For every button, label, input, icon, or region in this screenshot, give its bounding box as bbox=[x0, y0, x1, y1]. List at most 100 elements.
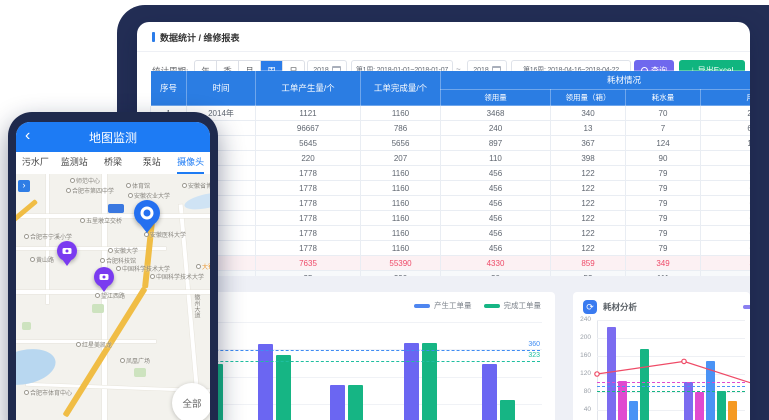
total-row: 合计763555390433085934933 bbox=[150, 255, 750, 271]
cell: 1160 bbox=[360, 180, 441, 196]
legend-swatch bbox=[483, 303, 500, 308]
back-icon[interactable]: ‹ bbox=[25, 127, 31, 144]
cell: 456 bbox=[440, 225, 551, 241]
cell: 897 bbox=[440, 135, 551, 151]
legend-item: 完成工单量 bbox=[483, 300, 541, 311]
map-road bbox=[16, 247, 166, 250]
cell: 110 bbox=[440, 150, 551, 166]
phone-header: ‹ 地图监测 bbox=[16, 122, 210, 152]
cell: 79 bbox=[625, 240, 701, 256]
cell: 13 bbox=[550, 120, 626, 136]
col-subheader: 领用量（箱） bbox=[550, 89, 626, 106]
col-subheader: 耗水量 bbox=[625, 89, 701, 106]
phone-tab-摄像头[interactable]: 摄像头 bbox=[171, 152, 210, 174]
reference-label: 323 bbox=[528, 352, 540, 360]
table-row: 177811604561227967 bbox=[150, 210, 750, 226]
map-pin-camera[interactable] bbox=[94, 267, 114, 287]
cell: 79 bbox=[625, 210, 701, 226]
map-label: 安徽省博物馆 bbox=[182, 181, 210, 190]
cell: 367 bbox=[550, 135, 626, 151]
phone-tab-桥梁[interactable]: 桥梁 bbox=[103, 157, 122, 167]
cell: 1160 bbox=[360, 195, 441, 211]
bar bbox=[482, 364, 497, 420]
cell: 33 bbox=[699, 255, 750, 271]
cell: 456 bbox=[440, 240, 551, 256]
phone-tab-泵站[interactable]: 泵站 bbox=[142, 157, 161, 167]
cell: 1778 bbox=[255, 180, 361, 196]
range-separator: ~ bbox=[456, 65, 461, 74]
cell: 1121 bbox=[255, 105, 361, 121]
all-button[interactable]: 全部 bbox=[172, 383, 210, 420]
map-park bbox=[22, 322, 31, 330]
reference-line bbox=[160, 350, 540, 351]
cell: 129 bbox=[699, 135, 750, 151]
bar bbox=[618, 381, 627, 420]
map-label: 安徽农业大学 bbox=[128, 191, 170, 200]
cell: 79 bbox=[625, 180, 701, 196]
col-header-created: 工单产生量/个 bbox=[255, 70, 361, 106]
table-row: 2202071103989019 bbox=[150, 150, 750, 166]
bar bbox=[258, 344, 273, 420]
gridline bbox=[597, 320, 745, 321]
map-label: 体育馆 bbox=[126, 181, 150, 190]
cell: 67 bbox=[699, 195, 750, 211]
map-label: 合肥市第四中学 bbox=[66, 186, 114, 195]
table-row: 177811604561227967 bbox=[150, 180, 750, 196]
map-water bbox=[183, 189, 210, 213]
divider bbox=[137, 51, 750, 52]
cell: 70 bbox=[625, 105, 701, 121]
bar bbox=[717, 391, 726, 420]
cell: 859 bbox=[550, 255, 626, 271]
map-park bbox=[134, 368, 146, 377]
cell: 90 bbox=[625, 150, 701, 166]
table-row: 96667786240137690 bbox=[150, 120, 750, 136]
col-subheader: 领用量 bbox=[440, 89, 551, 106]
reference-line bbox=[597, 386, 745, 388]
cell: 1778 bbox=[255, 225, 361, 241]
phone-tab-bar: 污水厂 监测站 桥梁 泵站 摄像头 bbox=[16, 152, 210, 175]
cell: 349 bbox=[625, 255, 701, 271]
cell: 1778 bbox=[255, 195, 361, 211]
reference-line bbox=[597, 382, 745, 384]
y-tick-label: 200 bbox=[580, 334, 591, 341]
cell: 220 bbox=[255, 150, 361, 166]
phone-mockup: ‹ 地图监测 污水厂 监测站 桥梁 泵站 摄像头 bbox=[8, 112, 218, 420]
map-label: 中国科学技术大学 bbox=[150, 272, 204, 281]
cell: 122 bbox=[550, 225, 626, 241]
cell: 79 bbox=[625, 165, 701, 181]
cell: 124 bbox=[625, 135, 701, 151]
cell: 340 bbox=[550, 105, 626, 121]
bar bbox=[276, 354, 291, 420]
map-label: 大蜀山 bbox=[196, 262, 210, 271]
consumables-chart-card: ⟳ 耗材分析 240 200 160 120 80 40 bbox=[573, 292, 750, 420]
map-pin-camera-active[interactable] bbox=[134, 200, 160, 226]
expand-icon[interactable]: › bbox=[18, 180, 30, 192]
chart-header: ⟳ 耗材分析 bbox=[583, 300, 637, 314]
cell: 122 bbox=[550, 210, 626, 226]
bar bbox=[629, 401, 638, 420]
bar bbox=[422, 343, 437, 420]
cell: 1778 bbox=[255, 240, 361, 256]
cell: 5645 bbox=[255, 135, 361, 151]
cell: 3468 bbox=[440, 105, 551, 121]
y-tick-label: 120 bbox=[580, 370, 591, 377]
gridline bbox=[160, 322, 542, 323]
cell: 67 bbox=[699, 180, 750, 196]
bar bbox=[215, 364, 223, 420]
map-label: 徽州大道 bbox=[193, 294, 199, 318]
cell: 250 bbox=[699, 105, 750, 121]
cell: 456 bbox=[440, 195, 551, 211]
cell: 786 bbox=[360, 120, 441, 136]
cell: 1160 bbox=[360, 225, 441, 241]
bar bbox=[684, 382, 693, 420]
map-label: 中国科学技术大学 bbox=[116, 264, 170, 273]
bar bbox=[330, 385, 345, 420]
map-label: 安徽大学 bbox=[108, 246, 138, 255]
table-row: 177811604561227967 bbox=[150, 225, 750, 241]
cell: 456 bbox=[440, 180, 551, 196]
map-pin-camera[interactable] bbox=[57, 241, 77, 261]
phone-tab-监测站[interactable]: 监测站 bbox=[60, 157, 88, 167]
phone-tab-污水厂[interactable]: 污水厂 bbox=[21, 157, 49, 167]
cell: 19 bbox=[699, 150, 750, 166]
